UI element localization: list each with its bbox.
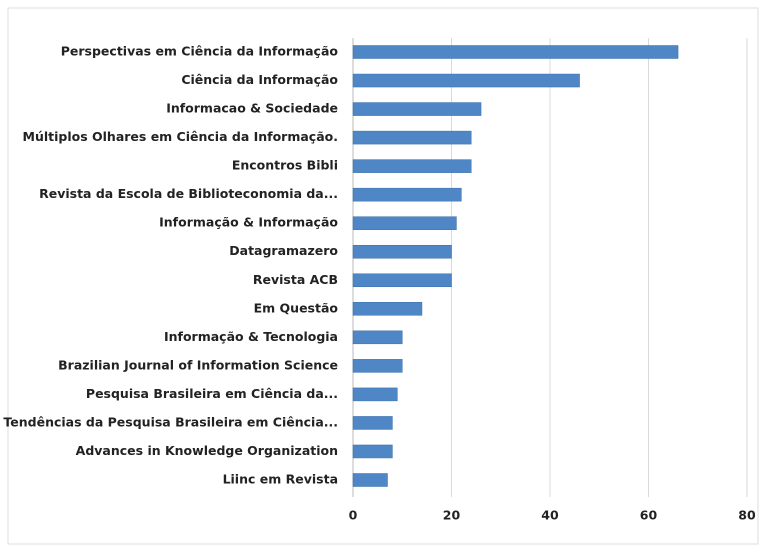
y-tick-label: Brazilian Journal of Information Science <box>58 357 338 372</box>
bar <box>352 187 462 202</box>
x-tick-label: 0 <box>349 508 358 523</box>
bar <box>352 444 393 459</box>
y-tick-label: Tendências da Pesquisa Brasileira em Ciê… <box>3 414 338 429</box>
y-tick-label: Informação & Tecnologia <box>164 329 338 344</box>
x-tick-label: 40 <box>541 508 559 523</box>
bar <box>352 159 472 173</box>
bar <box>352 416 393 430</box>
bar <box>352 302 423 316</box>
bar <box>352 273 452 288</box>
bar <box>352 102 482 116</box>
y-tick-label: Liinc em Revista <box>223 472 338 487</box>
bar <box>352 45 679 59</box>
y-tick-label: Encontros Bibli <box>232 158 338 173</box>
bar <box>352 330 403 345</box>
y-tick-label: Advances in Knowledge Organization <box>76 443 338 458</box>
bar <box>352 359 403 373</box>
bar <box>352 387 398 402</box>
bar <box>352 473 388 487</box>
y-tick-label: Perspectivas em Ciência da Informação <box>61 44 339 59</box>
y-tick-label: Em Questão <box>254 300 339 315</box>
y-tick-label: Ciência da Informação <box>181 72 338 87</box>
bar <box>352 216 457 230</box>
y-tick-label: Revista da Escola de Biblioteconomia da.… <box>39 186 338 201</box>
y-tick-label: Múltiplos Olhares em Ciência da Informaç… <box>23 129 338 144</box>
y-tick-label: Revista ACB <box>253 272 338 287</box>
bar <box>352 244 452 259</box>
y-tick-label: Informacao & Sociedade <box>166 101 338 116</box>
y-tick-label: Pesquisa Brasileira em Ciência da... <box>86 386 338 401</box>
y-tick-label: Informação & Informação <box>159 215 338 230</box>
bar <box>352 73 580 88</box>
x-tick-label: 20 <box>443 508 461 523</box>
bar <box>352 130 472 145</box>
y-tick-label: Datagramazero <box>229 243 338 258</box>
x-tick-label: 80 <box>738 508 756 523</box>
x-tick-label: 60 <box>640 508 658 523</box>
